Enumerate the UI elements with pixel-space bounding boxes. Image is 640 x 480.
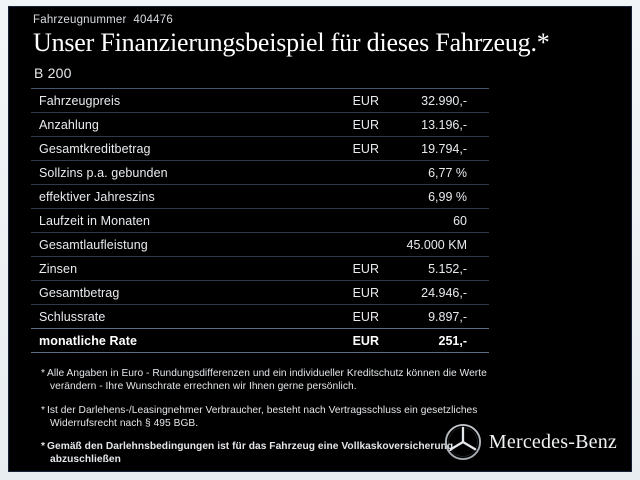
row-value: 13.196,- bbox=[379, 112, 489, 137]
table-row: Gesamtbetrag EUR 24.946,- bbox=[31, 280, 489, 305]
table-row: Fahrzeugpreis EUR 32.990,- bbox=[31, 88, 489, 113]
row-value: 9.897,- bbox=[379, 304, 489, 329]
page-title: Unser Finanzierungsbeispiel für dieses F… bbox=[33, 28, 550, 57]
table-row: Schlussrate EUR 9.897,- bbox=[31, 304, 489, 329]
financing-table-body: Fahrzeugpreis EUR 32.990,- Anzahlung EUR 13.1… bbox=[31, 88, 489, 353]
row-value: 32.990,- bbox=[379, 88, 489, 113]
row-value: 251,- bbox=[379, 328, 489, 353]
financing-table: Fahrzeugpreis EUR 32.990,- Anzahlung EUR 13.1… bbox=[31, 88, 489, 353]
brand-wordmark: Mercedes-Benz bbox=[488, 430, 617, 453]
table-row: Sollzins p.a. gebunden 6,77 % bbox=[31, 160, 489, 185]
row-label: Laufzeit in Monaten bbox=[31, 208, 327, 233]
row-currency: EUR bbox=[327, 304, 379, 329]
footnote-text: Gemäß den Darlehnsbedingungen ist für da… bbox=[47, 441, 454, 466]
footnote-text: Ist der Darlehens-/Leasingnehmer Verbrau… bbox=[47, 404, 478, 429]
row-label: effektiver Jahreszins bbox=[31, 184, 327, 209]
row-currency: EUR bbox=[327, 88, 379, 113]
offer-panel: Fahrzeugnummer 404476 Unser Finanzierung… bbox=[8, 6, 632, 472]
table-row: Gesamtkreditbetrag EUR 19.794,- bbox=[31, 136, 489, 161]
row-currency bbox=[327, 208, 379, 233]
row-label: monatliche Rate bbox=[31, 328, 327, 353]
row-label: Fahrzeugpreis bbox=[31, 88, 327, 113]
row-currency bbox=[327, 160, 379, 185]
footnote: * Gemäß den Darlehnsbedingungen ist für d… bbox=[41, 440, 511, 466]
vehicle-model: B 200 bbox=[34, 65, 72, 81]
mercedes-star-icon bbox=[444, 423, 481, 461]
row-label: Schlussrate bbox=[31, 304, 327, 329]
row-value: 5.152,- bbox=[379, 256, 489, 281]
footnote: * Ist der Darlehens-/Leasingnehmer Verbra… bbox=[41, 404, 511, 430]
table-row: Laufzeit in Monaten 60 bbox=[31, 208, 489, 233]
row-currency bbox=[327, 232, 379, 257]
row-label: Zinsen bbox=[31, 256, 327, 281]
footnote-star: * bbox=[41, 441, 46, 453]
row-currency: EUR bbox=[327, 256, 379, 281]
row-label: Gesamtkreditbetrag bbox=[31, 136, 327, 161]
footnote-text: Alle Angaben in Euro - Rundungsdifferenz… bbox=[47, 368, 487, 393]
table-row: Anzahlung EUR 13.196,- bbox=[31, 112, 489, 137]
row-currency: EUR bbox=[327, 280, 379, 305]
row-currency bbox=[327, 184, 379, 209]
table-row: Zinsen EUR 5.152,- bbox=[31, 256, 489, 281]
row-label: Gesamtlaufleistung bbox=[31, 232, 327, 257]
table-row: effektiver Jahreszins 6,99 % bbox=[31, 184, 489, 209]
row-value: 24.946,- bbox=[379, 280, 489, 305]
row-currency: EUR bbox=[327, 136, 379, 161]
footnotes: * Alle Angaben in Euro - Rundungsdifferen… bbox=[41, 367, 511, 471]
row-value: 6,77 % bbox=[379, 160, 489, 185]
row-label: Gesamtbetrag bbox=[31, 280, 327, 305]
vehicle-number: Fahrzeugnummer 404476 bbox=[33, 14, 173, 26]
row-value: 60 bbox=[379, 208, 489, 233]
footnote: * Alle Angaben in Euro - Rundungsdifferen… bbox=[41, 367, 511, 393]
offer-content: Fahrzeugnummer 404476 Unser Finanzierung… bbox=[9, 7, 631, 471]
row-value: 19.794,- bbox=[379, 136, 489, 161]
table-row: Gesamtlaufleistung 45.000 KM bbox=[31, 232, 489, 257]
row-label: Anzahlung bbox=[31, 112, 327, 137]
row-currency: EUR bbox=[327, 328, 379, 353]
table-row: monatliche Rate EUR 251,- bbox=[31, 328, 489, 353]
footnote-star: * bbox=[41, 404, 46, 416]
row-currency: EUR bbox=[327, 112, 379, 137]
row-value: 45.000 KM bbox=[379, 232, 489, 257]
row-label: Sollzins p.a. gebunden bbox=[31, 160, 327, 185]
brand-logo: Mercedes-Benz bbox=[444, 423, 617, 461]
row-value: 6,99 % bbox=[379, 184, 489, 209]
footnote-star: * bbox=[41, 368, 46, 379]
